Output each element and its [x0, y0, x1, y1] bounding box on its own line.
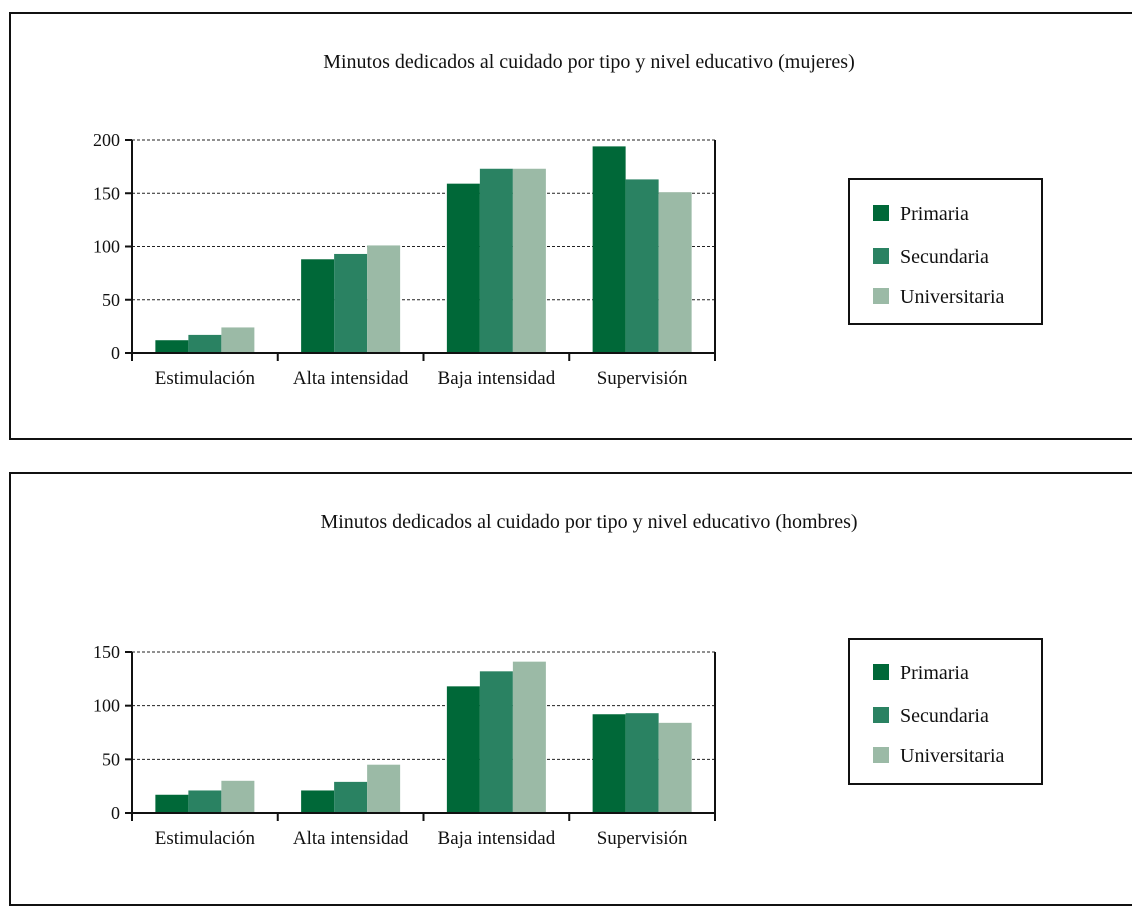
- bar-universitaria-alta-intensidad: [367, 764, 401, 813]
- bar-primaria-baja-intensidad: [446, 686, 480, 813]
- bar-primaria-alta-intensidad: [301, 790, 335, 813]
- legend-label-universitaria: Universitaria: [900, 745, 1005, 767]
- bar-secundaria-baja-intensidad: [479, 671, 513, 813]
- bar-universitaria-supervision: [658, 192, 692, 353]
- legend-label-primaria: Primaria: [900, 662, 969, 684]
- legend-swatch-primaria: [873, 664, 889, 680]
- x-category-label: Estimulación: [155, 828, 256, 849]
- bar-primaria-supervision: [592, 146, 626, 353]
- y-tick-label: 150: [93, 183, 120, 203]
- x-category-label: Estimulación: [155, 368, 256, 389]
- bar-secundaria-alta-intensidad: [334, 781, 368, 813]
- bar-secundaria-estimulacion: [188, 790, 222, 813]
- legend: Primaria Secundaria Universitaria: [848, 638, 1043, 785]
- legend-swatch-universitaria: [873, 747, 889, 763]
- y-tick-label: 0: [111, 343, 120, 363]
- chart-title: Minutos dedicados al cuidado por tipo y …: [320, 511, 857, 533]
- bar-secundaria-estimulacion: [188, 334, 222, 353]
- bar-secundaria-supervision: [625, 713, 659, 813]
- y-tick-label: 150: [93, 642, 120, 662]
- x-category-label: Alta intensidad: [293, 368, 409, 389]
- chart-title: Minutos dedicados al cuidado por tipo y …: [323, 51, 855, 73]
- y-tick-label: 100: [93, 237, 120, 257]
- x-category-label: Supervisión: [597, 368, 688, 389]
- legend-label-primaria: Primaria: [900, 203, 969, 225]
- bar-chart-mujeres: Minutos dedicados al cuidado por tipo y …: [93, 51, 1043, 389]
- bar-secundaria-alta-intensidad: [334, 253, 368, 353]
- bar-primaria-supervision: [592, 714, 626, 813]
- bar-secundaria-supervision: [625, 179, 659, 353]
- legend-label-secundaria: Secundaria: [900, 246, 989, 268]
- chart-panel-hombres: Minutos dedicados al cuidado por tipo y …: [9, 472, 1132, 906]
- x-category-label: Baja intensidad: [438, 368, 556, 389]
- legend-label-universitaria: Universitaria: [900, 286, 1005, 308]
- y-tick-label: 50: [102, 749, 120, 769]
- bar-secundaria-baja-intensidad: [479, 168, 513, 353]
- bar-primaria-estimulacion: [155, 794, 189, 813]
- legend-swatch-universitaria: [873, 288, 889, 304]
- y-tick-label: 50: [102, 290, 120, 310]
- chart-panel-mujeres: Minutos dedicados al cuidado por tipo y …: [9, 12, 1132, 440]
- y-tick-label: 100: [93, 696, 120, 716]
- bar-primaria-baja-intensidad: [446, 183, 480, 353]
- bar-universitaria-baja-intensidad: [512, 661, 546, 813]
- bar-universitaria-alta-intensidad: [367, 245, 401, 353]
- x-category-label: Supervisión: [597, 828, 688, 849]
- x-category-label: Alta intensidad: [293, 828, 409, 849]
- x-category-label: Baja intensidad: [438, 828, 556, 849]
- legend-swatch-secundaria: [873, 248, 889, 264]
- bar-universitaria-estimulacion: [221, 780, 255, 813]
- bar-universitaria-estimulacion: [221, 327, 255, 353]
- legend-swatch-secundaria: [873, 707, 889, 723]
- legend: Primaria Secundaria Universitaria: [848, 178, 1043, 325]
- bar-primaria-alta-intensidad: [301, 259, 335, 353]
- legend-swatch-primaria: [873, 205, 889, 221]
- bar-chart-hombres: Minutos dedicados al cuidado por tipo y …: [93, 511, 1043, 849]
- legend-label-secundaria: Secundaria: [900, 705, 989, 727]
- y-tick-label: 0: [111, 803, 120, 823]
- bar-universitaria-baja-intensidad: [512, 168, 546, 353]
- bar-primaria-estimulacion: [155, 340, 189, 353]
- y-tick-label: 200: [93, 130, 120, 150]
- bar-universitaria-supervision: [658, 722, 692, 813]
